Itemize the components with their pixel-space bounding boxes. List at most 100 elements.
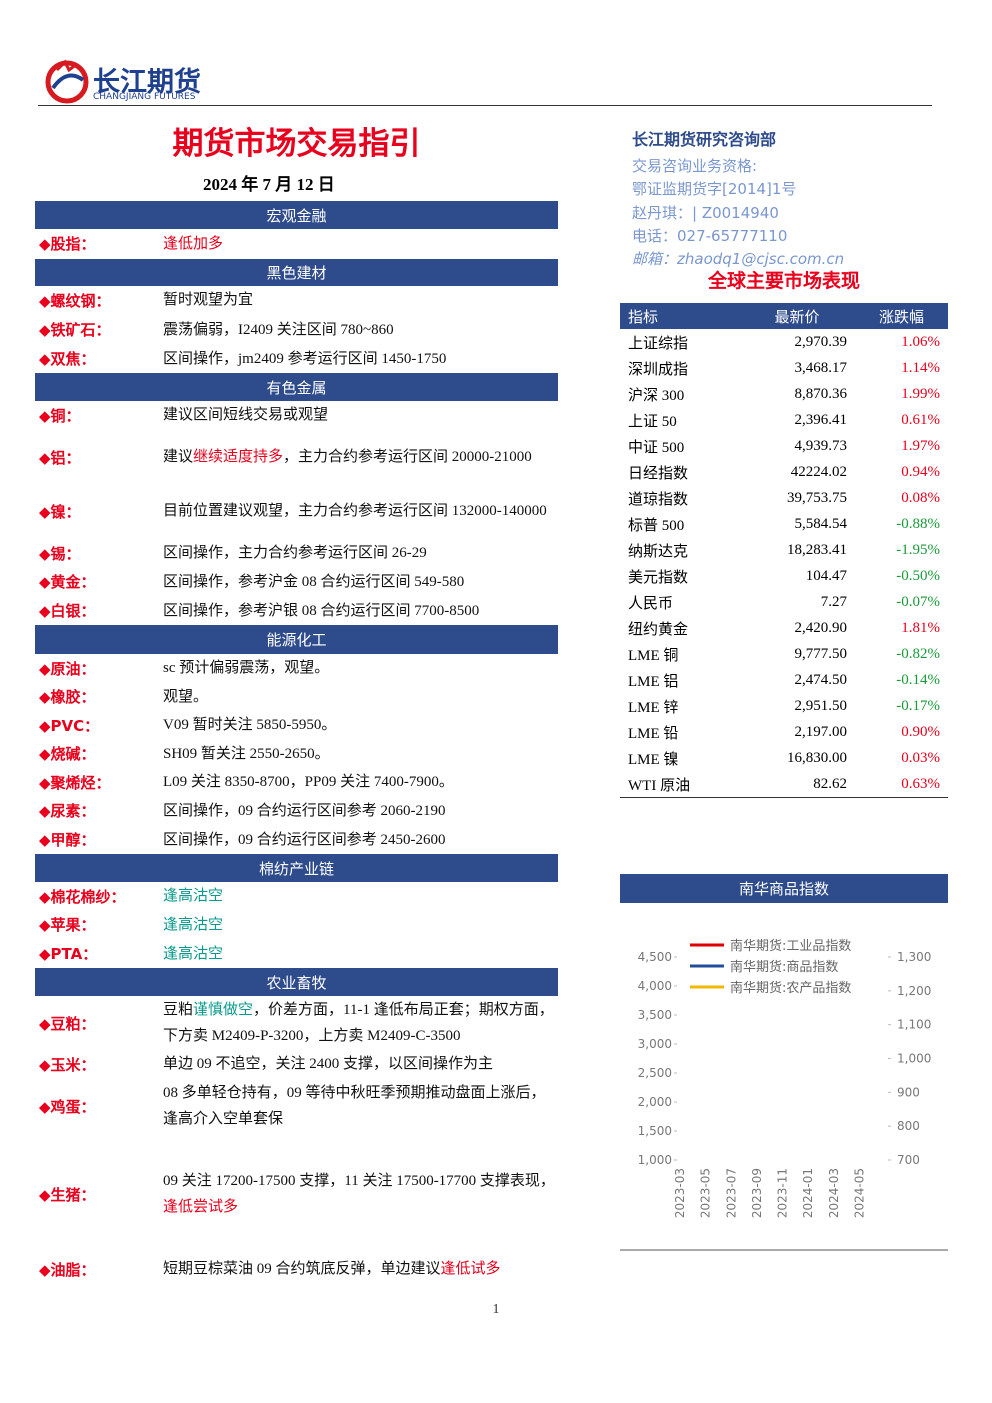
logo-icon: [45, 59, 89, 104]
text: V09 暂时关注 5850-5950。: [163, 717, 337, 733]
x-tick-label: 2023-03: [673, 1168, 687, 1218]
bullet: ◆: [39, 321, 51, 339]
section-bar: 宏观金融: [35, 201, 558, 229]
bullet: ◆: [39, 659, 51, 678]
y-tick-label: 3,500: [638, 1008, 672, 1022]
advice-text: 08 多单轻仓持有，09 等待中秋旺季预期推动盘面上涨后，逢高介入空单套保: [163, 1080, 558, 1132]
bullet: ◆: [39, 916, 51, 934]
advice-text: 区间操作，09 合约运行区间参考 2060-2190: [163, 798, 558, 824]
label: 豆粕：: [50, 1014, 96, 1033]
text: 09 关注 17200-17500 支撑，11 关注 17500-17700 支…: [163, 1173, 555, 1189]
advice-row: ◆PTA： 逢高沽空: [35, 939, 558, 968]
cell: 0.61%: [901, 411, 940, 428]
advice-text: 建议继续适度持多，主力合约参考运行区间 20000-21000: [163, 444, 558, 470]
cell: -0.07%: [896, 593, 940, 610]
text: 08 多单轻仓持有，09 等待中秋旺季预期推动盘面上涨后，逢高介入空单套保: [163, 1085, 546, 1127]
cell: 道琼指数: [628, 491, 689, 508]
contact-line: 赵丹琪：| Z0014940: [632, 203, 779, 222]
table-row: 纽约黄金 2,420.90 1.81%: [620, 615, 948, 641]
y-tick-label: 2,000: [638, 1095, 672, 1109]
advice-row: ◆白银： 区间操作，参考沪银 08 合约运行区间 7700-8500: [35, 596, 558, 625]
table-row: 深圳成指 3,468.17 1.14%: [620, 355, 948, 381]
label-cell: ◆棉花棉纱：: [35, 886, 163, 907]
cell: 82.62: [739, 771, 855, 798]
bullet: ◆: [39, 945, 51, 963]
y-tick-label: 3,000: [638, 1037, 672, 1051]
highlight: 逢低尝试多: [163, 1199, 239, 1215]
label: 玉米：: [50, 1055, 96, 1074]
advice-row: ◆铜： 建议区间短线交易或观望: [35, 401, 558, 429]
column-header: 最新价: [739, 303, 855, 329]
cell: 0.63%: [854, 771, 948, 798]
label: 鸡蛋：: [50, 1097, 96, 1116]
bullet: ◆: [39, 1185, 51, 1204]
advice-row: ◆锡： 区间操作，主力合约参考运行区间 26-29: [35, 539, 558, 567]
highlight: 继续适度持多: [193, 449, 284, 465]
label-cell: ◆锡：: [35, 543, 163, 564]
advice-text: 建议区间短线交易或观望: [163, 402, 558, 428]
advice-text: sc 预计偏弱震荡，观望。: [163, 655, 558, 681]
label: PTA：: [50, 945, 98, 963]
label-cell: ◆铁矿石：: [35, 319, 163, 340]
advice-text: 豆粕谨慎做空，价差方面，11-1 逢低布局正套；期权方面，下方卖 M2409-P…: [163, 997, 558, 1049]
text: ，价差方面，11-1 逢低布局正套；期权方面，下方卖 M2409-P-3200，…: [163, 1002, 554, 1044]
section-bar: 黑色建材: [35, 259, 558, 286]
advice-text: 震荡偏弱，I2409 关注区间 780~860: [163, 317, 558, 343]
label: 原油：: [50, 659, 96, 678]
label: 螺纹钢：: [50, 291, 111, 310]
label: 铜：: [50, 406, 81, 425]
table-row: 上证综指 2,970.39 1.06%: [620, 329, 948, 355]
advice-row: ◆玉米： 单边 09 不追空，关注 2400 支撑，以区间操作为主: [35, 1050, 558, 1078]
cell: -0.50%: [896, 567, 940, 584]
cell: 7.27: [820, 593, 847, 610]
bullet: ◆: [39, 406, 51, 425]
text: 建议区间短线交易或观望: [163, 407, 329, 423]
advice-row: ◆棉花棉纱： 逢高沽空: [35, 882, 558, 910]
cell: 1.06%: [901, 333, 940, 350]
highlight: 逢高沽空: [163, 888, 224, 904]
text: 暂时观望为宜: [163, 292, 254, 308]
table-row: 美元指数 104.47 -0.50%: [620, 563, 948, 589]
advice-row: ◆铁矿石： 震荡偏弱，I2409 关注区间 780~860: [35, 315, 558, 344]
cell: 16,830.00: [786, 749, 847, 766]
bullet: ◆: [39, 745, 51, 763]
advice-row: ◆苹果： 逢高沽空: [35, 910, 558, 939]
x-tick-label: 2023-07: [724, 1168, 738, 1218]
highlight: 逢高沽空: [163, 916, 224, 933]
y2-tick-label: 1,000: [897, 1052, 931, 1066]
cell: 1.81%: [901, 619, 940, 636]
text: 区间操作，参考沪银 08 合约运行区间 7700-8500: [163, 602, 480, 619]
cell: -0.88%: [896, 515, 940, 532]
cell: LME 锌: [628, 699, 679, 716]
label: 白银：: [50, 602, 96, 620]
label-cell: ◆股指：: [35, 233, 163, 254]
advice-text: 09 关注 17200-17500 支撑，11 关注 17500-17700 支…: [163, 1168, 558, 1220]
advice-row: ◆橡胶： 观望。: [35, 682, 558, 711]
section-bar: 农业畜牧: [35, 968, 558, 996]
highlight: 逢高沽空: [163, 945, 224, 962]
advice-row: ◆PVC： V09 暂时关注 5850-5950。: [35, 711, 558, 739]
cell: 2,396.41: [794, 411, 847, 428]
x-tick-label: 2023-09: [750, 1168, 764, 1218]
x-tick-label: 2024-03: [827, 1168, 841, 1218]
label: 橡胶：: [50, 688, 96, 706]
advice-text: 区间操作，主力合约参考运行区间 26-29: [163, 540, 558, 566]
advice-text: 逢高沽空: [163, 941, 558, 967]
advice-row: ◆豆粕： 豆粕谨慎做空，价差方面，11-1 逢低布局正套；期权方面，下方卖 M24…: [35, 996, 558, 1050]
advice-text: 短期豆棕菜油 09 合约筑底反弹，单边建议逢低试多: [163, 1256, 558, 1282]
label: 镍：: [50, 502, 81, 521]
bullet: ◆: [39, 448, 51, 467]
cell: 0.08%: [901, 489, 940, 506]
label-cell: ◆甲醇：: [35, 829, 163, 850]
advice-row: ◆鸡蛋： 08 多单轻仓持有，09 等待中秋旺季预期推动盘面上涨后，逢高介入空单套…: [35, 1080, 558, 1132]
label-cell: ◆铜：: [35, 405, 163, 426]
cell: 42224.02: [790, 463, 847, 480]
cell: -0.14%: [896, 671, 940, 688]
advice-row: ◆聚烯烃： L09 关注 8350-8700，PP09 关注 7400-7900。: [35, 768, 558, 796]
contact-line: 交易咨询业务资格:: [632, 157, 758, 175]
bullet: ◆: [39, 291, 51, 310]
cell: 1.97%: [901, 437, 940, 454]
advice-row: ◆镍： 目前位置建议观望，主力合约参考运行区间 132000-140000: [35, 484, 558, 538]
label-cell: ◆烧碱：: [35, 743, 163, 764]
bullet: ◆: [39, 235, 51, 253]
